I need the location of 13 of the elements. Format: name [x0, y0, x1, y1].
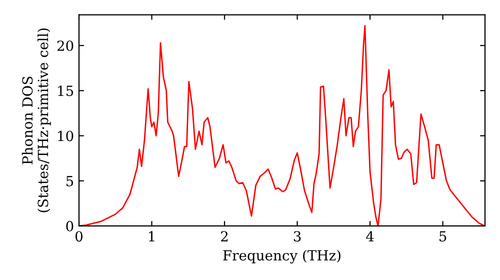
- y-axis-title: Phonon DOS (States/THz·primitive cell): [22, 28, 51, 212]
- x-tick-label: 4: [366, 231, 374, 242]
- y-tick-label: 0: [66, 220, 74, 232]
- x-tick-label: 3: [294, 231, 301, 242]
- y-tick-label: 5: [66, 176, 74, 186]
- x-tick-label: 5: [440, 231, 446, 242]
- x-tick-label: 1: [149, 231, 154, 242]
- x-tick-label: 0: [75, 231, 82, 242]
- y-tick-label: 20: [57, 40, 74, 51]
- x-tick-label: 2: [221, 231, 228, 242]
- x-axis-title: Frequency (THz): [223, 250, 340, 264]
- y-tick-label: 15: [58, 86, 74, 96]
- y-tick-label: 10: [58, 130, 74, 142]
